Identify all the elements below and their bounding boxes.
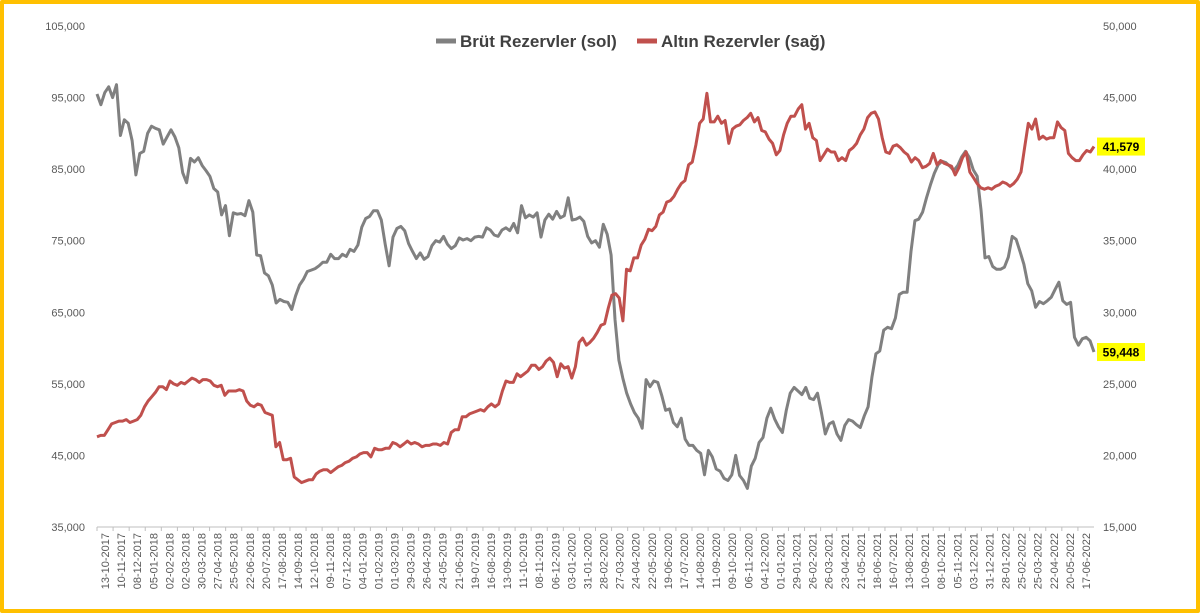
x-tick-label: 01-01-2021	[775, 533, 787, 589]
x-tick-label: 01-02-2019	[373, 533, 385, 589]
x-tick-label: 26-02-2021	[808, 533, 820, 589]
end-labels: 59,448 41,579	[1097, 137, 1145, 362]
x-tick-label: 13-10-2017	[100, 533, 112, 589]
x-tick-label: 16-07-2021	[888, 533, 900, 589]
y-right-tick-label: 15,000	[1103, 522, 1137, 534]
y-axis-right: 15,000 20,000 25,000 30,000 35,000 40,000 45,0…	[1103, 21, 1137, 534]
y-right-tick-label: 20,000	[1103, 450, 1137, 462]
series-gold-reserves-line	[96, 91, 1096, 485]
x-tick-label: 19-07-2019	[470, 533, 482, 589]
x-tick-label: 23-04-2021	[840, 533, 852, 589]
x-tick-label: 04-12-2020	[759, 533, 771, 589]
x-tick-label: 18-06-2021	[872, 533, 884, 589]
x-tick-label: 31-01-2020	[582, 533, 594, 589]
x-tick-label: 16-08-2019	[486, 533, 498, 589]
y-right-tick-label: 25,000	[1103, 379, 1137, 391]
y-left-tick-label: 85,000	[51, 164, 85, 176]
x-tick-label: 17-08-2018	[277, 533, 289, 589]
legend: Brüt Rezervler (sol) Altın Rezervler (sa…	[436, 32, 825, 51]
y-left-tick-label: 105,000	[45, 21, 85, 33]
x-tick-label: 27-03-2020	[615, 533, 627, 589]
x-tick-label: 17-07-2020	[679, 533, 691, 589]
y-left-tick-label: 35,000	[51, 522, 85, 534]
y-left-tick-label: 95,000	[51, 93, 85, 105]
x-tick-label: 26-03-2021	[824, 533, 836, 589]
legend-label-gold-reserves: Altın Rezervler (sağ)	[661, 32, 825, 51]
x-tick-label: 25-05-2018	[229, 533, 241, 589]
x-tick-label: 26-04-2019	[422, 533, 434, 589]
end-label-text: 41,579	[1103, 140, 1140, 154]
x-tick-label: 24-04-2020	[631, 533, 643, 589]
y-right-tick-label: 30,000	[1103, 307, 1137, 319]
x-tick-label: 28-02-2020	[599, 533, 611, 589]
x-tick-label: 06-12-2019	[550, 533, 562, 589]
y-right-tick-label: 50,000	[1103, 21, 1137, 33]
x-tick-label: 22-05-2020	[647, 533, 659, 589]
end-label-gross-reserves: 59,448	[1097, 343, 1145, 362]
x-tick-label: 10-11-2017	[116, 533, 128, 588]
x-tick-label: 22-06-2018	[245, 533, 257, 589]
x-tick-label: 17-06-2022	[1081, 533, 1093, 589]
x-tick-label: 28-01-2022	[1001, 533, 1013, 589]
x-tick-label: 21-06-2019	[454, 533, 466, 589]
x-tick-label: 04-01-2019	[357, 533, 369, 589]
x-tick-label: 03-12-2021	[968, 533, 980, 589]
x-tick-label: 29-01-2021	[792, 533, 804, 589]
x-tick-label: 08-11-2019	[534, 533, 546, 588]
y-right-tick-label: 45,000	[1103, 93, 1137, 105]
x-tick-label: 02-02-2018	[164, 533, 176, 589]
series-gross-reserves-line	[95, 83, 1096, 490]
y-left-tick-label: 55,000	[51, 379, 85, 391]
y-right-tick-label: 35,000	[1103, 236, 1137, 248]
x-tick-label: 01-03-2019	[389, 533, 401, 589]
x-tick-label: 27-04-2018	[213, 533, 225, 589]
legend-label-gross-reserves: Brüt Rezervler (sol)	[460, 32, 617, 51]
x-tick-label: 02-03-2018	[180, 533, 192, 589]
x-tick-label: 25-03-2022	[1033, 533, 1045, 589]
x-tick-label: 19-06-2020	[663, 533, 675, 589]
x-tick-label: 12-10-2018	[309, 533, 321, 589]
x-tick-label: 29-03-2019	[406, 533, 418, 589]
x-tick-label: 14-08-2020	[695, 533, 707, 589]
x-tick-label: 13-09-2019	[502, 533, 514, 589]
x-tick-label: 06-11-2020	[743, 533, 755, 588]
x-axis: 13-10-2017 10-11-2017 08-12-2017 05-01-2018…	[96, 527, 1093, 589]
x-tick-label: 31-12-2021	[984, 533, 996, 589]
end-label-background	[1097, 343, 1145, 362]
end-label-text: 59,448	[1103, 346, 1140, 360]
x-tick-label: 05-11-2021	[952, 533, 964, 588]
x-tick-label: 07-12-2018	[341, 533, 353, 589]
y-axis-left: 35,000 45,000 55,000 65,000 75,000 85,000 95,0…	[45, 21, 85, 534]
x-tick-label: 11-09-2020	[711, 533, 723, 588]
x-tick-label: 30-03-2018	[197, 533, 209, 589]
x-tick-label: 05-01-2018	[148, 533, 160, 589]
y-right-tick-label: 40,000	[1103, 164, 1137, 176]
x-tick-label: 25-02-2022	[1017, 533, 1029, 589]
x-tick-label: 11-10-2019	[518, 533, 530, 588]
x-tick-label: 20-05-2022	[1065, 533, 1077, 589]
x-tick-label: 21-05-2021	[856, 533, 868, 589]
x-tick-label: 20-07-2018	[261, 533, 273, 589]
x-tick-label: 08-10-2021	[936, 533, 948, 589]
end-label-background	[1097, 137, 1145, 156]
y-left-tick-label: 65,000	[51, 307, 85, 319]
x-tick-label: 10-09-2021	[920, 533, 932, 589]
end-label-gold-reserves: 41,579	[1097, 137, 1145, 156]
x-tick-label: 09-11-2018	[325, 533, 337, 588]
x-tick-label: 24-05-2019	[438, 533, 450, 589]
x-tick-label: 14-09-2018	[293, 533, 305, 589]
x-tick-label: 03-01-2020	[566, 533, 578, 589]
y-left-tick-label: 45,000	[51, 450, 85, 462]
x-tick-label: 09-10-2020	[727, 533, 739, 589]
x-tick-label: 08-12-2017	[132, 533, 144, 589]
plot-area	[95, 83, 1096, 490]
x-tick-label: 13-08-2021	[904, 533, 916, 589]
y-left-tick-label: 75,000	[51, 236, 85, 248]
x-tick-label: 22-04-2022	[1049, 533, 1061, 589]
